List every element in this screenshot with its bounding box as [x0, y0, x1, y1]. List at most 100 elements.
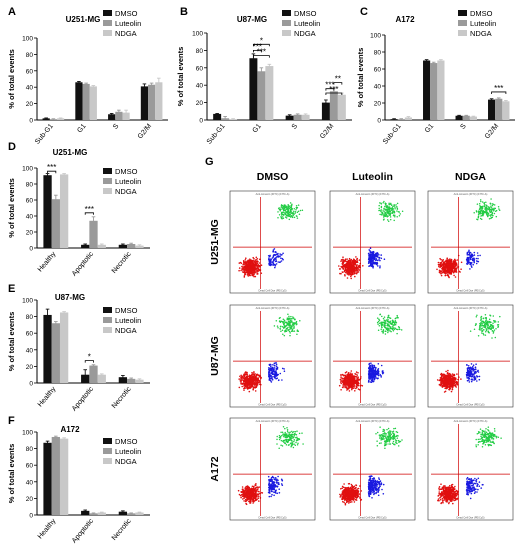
legend-swatch: [282, 10, 291, 16]
bar: [488, 99, 496, 120]
bar: [455, 115, 463, 120]
dot-plot-frame: [427, 417, 514, 521]
x-tick-label: Necrotic: [111, 385, 133, 410]
legend-swatch: [103, 307, 112, 313]
dot-plot-frame: [229, 417, 316, 521]
dot-plot-xlabel: Dead Cell Dye (PE/Cy5): [457, 403, 485, 407]
y-tick-label: 0: [29, 381, 33, 388]
legend-label: NDGA: [294, 29, 316, 38]
chart-title: U87-MG: [237, 15, 267, 24]
y-tick-label: 0: [29, 513, 33, 520]
significance-label: *: [260, 36, 263, 45]
bar: [462, 115, 470, 120]
significance-bracket: [491, 91, 507, 94]
bar: [293, 114, 302, 120]
bar: [257, 71, 266, 120]
flow-column-header: NDGA: [455, 171, 486, 183]
legend-swatch: [103, 10, 112, 16]
bar: [115, 111, 123, 120]
y-tick-label: 80: [26, 446, 34, 453]
legend-swatch: [282, 30, 291, 36]
significance-bracket: [84, 212, 94, 215]
bar: [89, 86, 97, 120]
y-axis-label: % of total events: [176, 47, 185, 107]
dot-plot: Anti-Annexin (FITC) (FITC-A) Dead Cell Dy…: [329, 304, 416, 408]
legend-label: Luteolin: [115, 447, 141, 456]
legend-swatch: [458, 20, 467, 26]
y-tick-label: 40: [196, 83, 204, 90]
x-tick-label: Sub-G1: [382, 123, 403, 146]
bar: [81, 244, 90, 248]
legend-swatch: [458, 10, 467, 16]
legend-swatch: [103, 327, 112, 333]
bar: [122, 112, 130, 120]
significance-bracket: [325, 92, 343, 96]
dot-plot-frame: [229, 190, 316, 294]
chart-title: A172: [60, 425, 80, 434]
legend-label: Luteolin: [115, 316, 141, 325]
dot-plot-xlabel: Dead Cell Dye (PE/Cy5): [359, 403, 387, 407]
panel-label: B: [180, 6, 188, 18]
bar: [89, 365, 98, 383]
flow-column-header: Luteolin: [352, 171, 393, 183]
dot-plot: Anti-Annexin (FITC) (FITC-A) Dead Cell Dy…: [427, 304, 514, 408]
legend-label: Luteolin: [115, 177, 141, 186]
x-tick-label: S: [459, 123, 468, 131]
legend-label: Luteolin: [115, 19, 141, 28]
dot-plot-xlabel: Dead Cell Dye (PE/Cy5): [259, 516, 287, 520]
y-axis-label: % of total events: [7, 49, 16, 109]
bar: [97, 244, 106, 248]
legend-swatch: [103, 178, 112, 184]
dot-plot: Anti-Annexin (FITC) (FITC-A) Dead Cell Dy…: [427, 417, 514, 521]
event-dots: [338, 200, 404, 280]
dot-plot: Anti-Annexin (FITC) (FITC-A) Dead Cell Dy…: [329, 417, 416, 521]
significance-label: ***: [47, 163, 56, 172]
bar: [51, 199, 60, 248]
y-tick-label: 20: [26, 230, 34, 237]
bar: [75, 82, 83, 120]
event-dots: [238, 202, 304, 278]
bar: [59, 174, 69, 248]
dot-plot-frame: [329, 304, 416, 408]
dot-plot-title: Anti-Annexin (FITC) (FITC-A): [454, 419, 488, 423]
significance-bracket: [84, 360, 94, 363]
bar: [265, 66, 274, 120]
y-tick-label: 60: [26, 68, 34, 75]
dot-plot-xlabel: Dead Cell Dye (PE/Cy5): [359, 516, 387, 520]
chart-c: C A172 0 20 40 60 80 100 % of total events Sub-G1…: [356, 6, 515, 146]
bar: [249, 58, 258, 120]
x-tick-label: Apoptotic: [71, 250, 95, 277]
y-tick-label: 0: [29, 118, 33, 125]
x-tick-label: Healthy: [37, 250, 58, 273]
significance-label: **: [335, 75, 341, 84]
dot-plot: Anti-Annexin (FITC) (FITC-A) Dead Cell Dy…: [427, 190, 514, 294]
dot-plot-xlabel: Dead Cell Dye (PE/Cy5): [457, 516, 485, 520]
x-tick-label: Necrotic: [111, 517, 133, 542]
legend-swatch: [103, 458, 112, 464]
significance-bracket: [333, 82, 343, 85]
dot-plot-xlabel: Dead Cell Dye (PE/Cy5): [457, 289, 485, 293]
y-tick-label: 40: [374, 84, 382, 91]
bar: [127, 244, 136, 248]
dot-plot-xlabel: Dead Cell Dye (PE/Cy5): [359, 289, 387, 293]
y-tick-label: 100: [22, 430, 33, 437]
y-tick-label: 20: [26, 364, 34, 371]
x-tick-label: Necrotic: [111, 250, 133, 275]
x-tick-label: G2/M: [137, 123, 153, 141]
significance-bracket: [253, 50, 262, 53]
bar: [82, 83, 90, 120]
significance-label: ***: [329, 85, 338, 94]
bar: [59, 438, 69, 515]
chart-title: U251-MG: [53, 148, 88, 157]
x-tick-label: Apoptotic: [71, 517, 95, 544]
dot-plot-title: Anti-Annexin (FITC) (FITC-A): [356, 306, 390, 310]
legend-label: NDGA: [115, 326, 137, 335]
flow-panel: G DMSO Luteolin NDGA U251-MG U87-MG A172 Anti-A…: [205, 156, 514, 521]
bar: [118, 377, 128, 383]
bar: [43, 175, 52, 248]
y-tick-label: 80: [196, 48, 204, 55]
x-tick-label: G2/M: [484, 123, 500, 141]
legend-label: NDGA: [115, 457, 137, 466]
x-tick-label: Apoptotic: [71, 385, 95, 412]
dot-plot-title: Anti-Annexin (FITC) (FITC-A): [256, 419, 290, 423]
